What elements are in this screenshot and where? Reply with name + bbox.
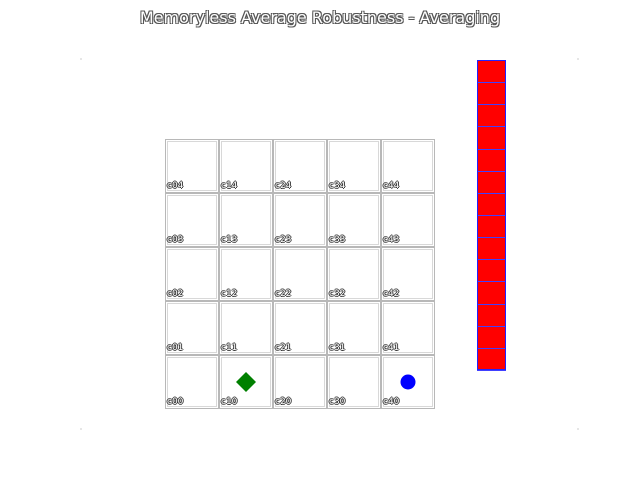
- grid-cell-c43: c43: [381, 193, 435, 247]
- cell-label: c20: [275, 397, 292, 407]
- cell-label: c23: [275, 235, 292, 245]
- cell-label: c03: [167, 235, 184, 245]
- grid-cell-c02: c02: [165, 247, 219, 301]
- corner-dot: [80, 58, 82, 60]
- cell-label: c01: [167, 343, 184, 353]
- grid-cell-c20: c20: [273, 355, 327, 409]
- grid-cell-c34: c34: [327, 139, 381, 193]
- cell-label: c31: [329, 343, 346, 353]
- cell-label: c13: [221, 235, 238, 245]
- grid-cell-c03: c03: [165, 193, 219, 247]
- grid-cell-c00: c00: [165, 355, 219, 409]
- cell-label: c21: [275, 343, 292, 353]
- cell-label: c42: [383, 289, 400, 299]
- cell-label: c41: [383, 343, 400, 353]
- corner-dot: [80, 428, 82, 430]
- cell-label: c32: [329, 289, 346, 299]
- cell-label: c44: [383, 181, 400, 191]
- cell-label: c10: [221, 397, 238, 407]
- grid-cell-c01: c01: [165, 301, 219, 355]
- corner-dot: [577, 58, 579, 60]
- grid-cell-c31: c31: [327, 301, 381, 355]
- grid-cell-c04: c04: [165, 139, 219, 193]
- cell-label: c40: [383, 397, 400, 407]
- grid-cell-c33: c33: [327, 193, 381, 247]
- grid-cell-c30: c30: [327, 355, 381, 409]
- corner-dot: [577, 428, 579, 430]
- cell-label: c02: [167, 289, 184, 299]
- grid-cell-c14: c14: [219, 139, 273, 193]
- chart-title: Memoryless Average Robustness - Averagin…: [139, 8, 501, 27]
- grid-cell-c12: c12: [219, 247, 273, 301]
- cell-label: c22: [275, 289, 292, 299]
- cell-label: c24: [275, 181, 292, 191]
- grid-cell-c22: c22: [273, 247, 327, 301]
- cell-label: c30: [329, 397, 346, 407]
- grid-cell-c24: c24: [273, 139, 327, 193]
- grid-cell-c32: c32: [327, 247, 381, 301]
- grid-cell-c44: c44: [381, 139, 435, 193]
- cell-label: c11: [221, 343, 238, 353]
- grid-cell-c23: c23: [273, 193, 327, 247]
- grid-cell-c13: c13: [219, 193, 273, 247]
- cell-label: c04: [167, 181, 184, 191]
- cell-label: c12: [221, 289, 238, 299]
- cell-label: c33: [329, 235, 346, 245]
- bar-outline: [477, 60, 506, 370]
- grid-cell-c42: c42: [381, 247, 435, 301]
- cell-label: c43: [383, 235, 400, 245]
- grid-cell-c40: c40: [381, 355, 435, 409]
- grid-cell-c21: c21: [273, 301, 327, 355]
- grid-cell-c41: c41: [381, 301, 435, 355]
- cell-label: c14: [221, 181, 238, 191]
- grid-cell-c11: c11: [219, 301, 273, 355]
- cell-label: c00: [167, 397, 184, 407]
- grid-cell-c10: c10: [219, 355, 273, 409]
- cell-label: c34: [329, 181, 346, 191]
